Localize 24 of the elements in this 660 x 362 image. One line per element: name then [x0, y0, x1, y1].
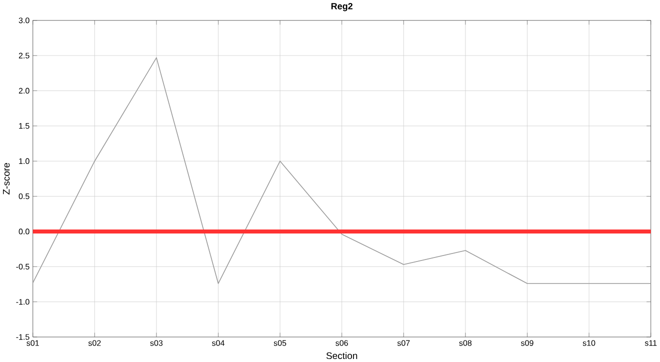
x-tick-label: s01 [26, 340, 39, 346]
y-tick-label: -1.5 [16, 334, 30, 340]
x-tick-label: s04 [212, 340, 224, 346]
x-tick-label: s06 [336, 340, 348, 346]
x-tick-label: s07 [397, 340, 410, 346]
chart-title: Reg2 [331, 2, 352, 12]
x-axis-title: Section [326, 352, 358, 360]
x-tick-label: s11 [644, 340, 657, 346]
y-tick-label: 3.0 [18, 18, 30, 24]
y-tick-label: 0.5 [18, 193, 30, 200]
y-tick-label: 0.0 [18, 228, 30, 234]
x-tick-label: s02 [88, 340, 101, 346]
y-tick-label: 2.0 [18, 88, 30, 94]
x-tick-label: s05 [274, 340, 286, 346]
x-tick-label: s09 [521, 340, 534, 346]
y-tick-label: 2.5 [18, 52, 30, 58]
y-axis-title: Z-score [3, 162, 10, 194]
y-tick-label: -1.0 [16, 298, 30, 305]
x-tick-label: s10 [582, 340, 596, 346]
y-tick-label: 1.5 [19, 123, 30, 129]
y-tick-label: -0.5 [16, 264, 30, 270]
x-tick-label: s03 [150, 340, 163, 346]
y-tick-label: 1.0 [19, 158, 30, 164]
x-tick-label: s08 [459, 340, 472, 346]
